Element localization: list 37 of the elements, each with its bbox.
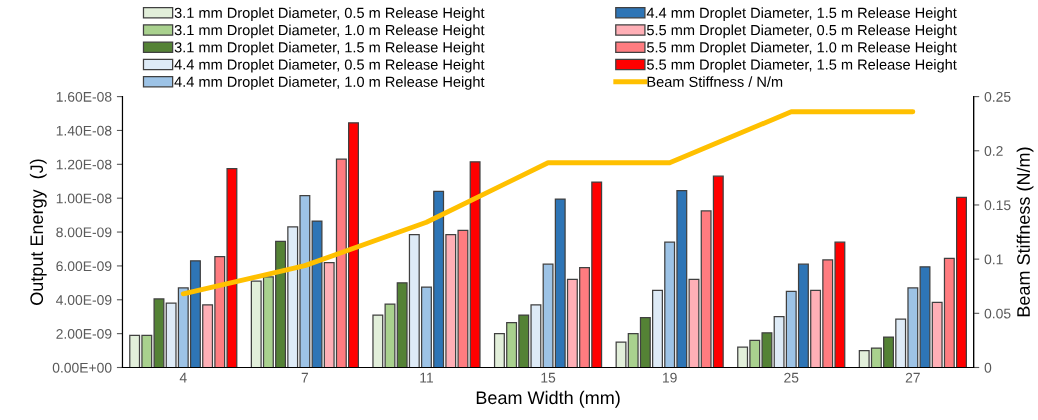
legend-label: 4.4 mm Droplet Diameter, 1.5 m Release Height xyxy=(646,7,957,21)
line-series xyxy=(180,109,916,297)
x-axis-title: Beam Width (mm) xyxy=(476,390,620,408)
legend-label: 4.4 mm Droplet Diameter, 1.0 m Release Height xyxy=(174,76,485,90)
x-tick-label: 15 xyxy=(541,372,556,383)
y-tick-label: 0.00E+00 xyxy=(52,362,112,373)
x-tick-label: 25 xyxy=(784,372,799,383)
y-tick-label: 6.00E-09 xyxy=(56,261,112,272)
x-tick-label: 27 xyxy=(905,372,920,383)
legend-label: Beam Stiffness / N/m xyxy=(647,76,783,87)
x-tick-label: 4 xyxy=(179,372,187,383)
x-tick-label: 19 xyxy=(662,372,677,383)
y2-tick-label: 0.1 xyxy=(984,254,1003,265)
y-tick-label: 4.00E-09 xyxy=(56,295,112,305)
y2-tick-label: 0.2 xyxy=(984,146,1003,156)
y-tick-label: 2.00E-09 xyxy=(56,328,112,339)
y-tick-label: 1.60E-08 xyxy=(56,91,112,102)
legend-label: 5.5 mm Droplet Diameter, 1.5 m Release Height xyxy=(646,59,957,73)
y2-tick-label: 0.15 xyxy=(984,200,1011,211)
legend-label: 5.5 mm Droplet Diameter, 1.0 m Release Height xyxy=(646,41,957,56)
legend-label: 4.4 mm Droplet Diameter, 0.5 m Release Height xyxy=(174,59,485,73)
y2-tick-label: 0 xyxy=(984,362,992,373)
y-tick-label: 1.00E-08 xyxy=(56,193,112,204)
legend-label: 3.1 mm Droplet Diameter, 1.5 m Release Height xyxy=(174,41,485,56)
x-tick-label: 11 xyxy=(420,372,433,383)
y2-tick-label: 0.05 xyxy=(984,308,1011,319)
x-tick-label: 7 xyxy=(301,372,309,383)
legend-label: 5.5 mm Droplet Diameter, 0.5 m Release Height xyxy=(646,24,957,39)
y-tick-label: 1.40E-08 xyxy=(56,125,112,136)
y2-tick-label: 0.25 xyxy=(984,91,1011,102)
legend-label: 3.1 mm Droplet Diameter, 0.5 m Release Height xyxy=(174,7,485,21)
y-axis-title: Output Energy (J) xyxy=(29,159,47,305)
legend-label: 3.1 mm Droplet Diameter, 1.0 m Release Height xyxy=(174,24,485,39)
y2-axis-title: Beam Stiffness (N/m) xyxy=(1016,147,1034,317)
y-tick-label: 1.20E-08 xyxy=(56,159,112,170)
y-tick-label: 8.00E-09 xyxy=(56,227,112,238)
bar xyxy=(469,161,481,368)
